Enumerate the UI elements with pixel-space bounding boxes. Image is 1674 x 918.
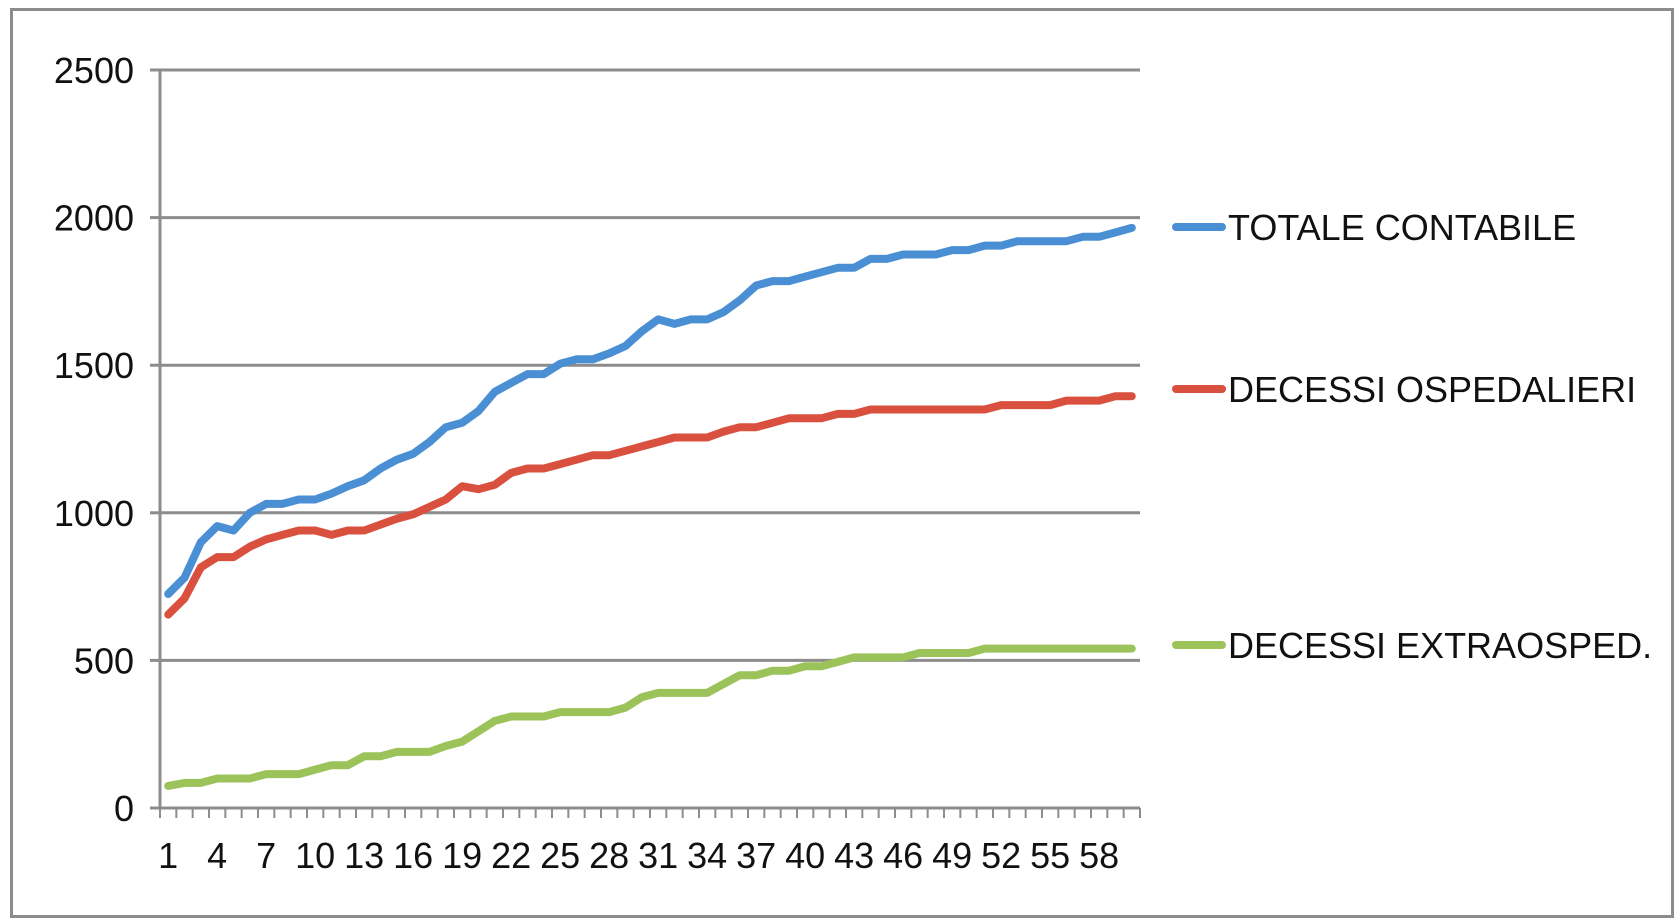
axes (150, 68, 1141, 818)
x-tick-label: 22 (491, 835, 531, 876)
series-lines (164, 223, 1136, 790)
x-tick-label: 55 (1030, 835, 1070, 876)
x-tick-label: 46 (883, 835, 923, 876)
x-tick-label: 16 (393, 835, 433, 876)
y-tick-label: 2500 (54, 50, 134, 91)
x-tick-label: 37 (736, 835, 776, 876)
x-tick-label: 31 (638, 835, 678, 876)
y-tick-label: 500 (74, 640, 134, 681)
y-tick-labels: 0 500 1000 1500 2000 2500 (54, 50, 134, 829)
y-tick-label: 0 (114, 788, 134, 829)
x-tick-label: 28 (589, 835, 629, 876)
x-tick-label: 58 (1079, 835, 1119, 876)
x-tick-label: 1 (158, 835, 178, 876)
x-tick-label: 52 (981, 835, 1021, 876)
x-tick-label: 25 (540, 835, 580, 876)
legend: TOTALE CONTABILE DECESSI OSPEDALIERI DECES… (1172, 207, 1652, 666)
x-tick-label: 43 (834, 835, 874, 876)
legend-label: TOTALE CONTABILE (1228, 207, 1576, 248)
x-tick-label: 10 (295, 835, 335, 876)
x-tick-label: 4 (207, 835, 227, 876)
y-tick-label: 1000 (54, 493, 134, 534)
x-tick-label: 13 (344, 835, 384, 876)
x-tick-label: 19 (442, 835, 482, 876)
chart-frame (10, 8, 1674, 918)
x-tick-labels: 1 4 7 10 13 16 19 22 25 28 31 34 37 40 43 46 49 52 55 58 (158, 835, 1119, 876)
x-tick-label: 7 (256, 835, 276, 876)
x-tick-label: 40 (785, 835, 825, 876)
y-tick-label: 2000 (54, 198, 134, 239)
series-line-2 (164, 392, 1136, 619)
grid-lines (160, 68, 1140, 662)
y-tick-label: 1500 (54, 345, 134, 386)
legend-label: DECESSI OSPEDALIERI (1228, 369, 1636, 410)
x-tick-label: 34 (687, 835, 727, 876)
series-line-3 (164, 644, 1136, 790)
legend-label: DECESSI EXTRAOSPED. (1228, 625, 1652, 666)
x-tick-label: 49 (932, 835, 972, 876)
series-line-1 (164, 223, 1136, 598)
